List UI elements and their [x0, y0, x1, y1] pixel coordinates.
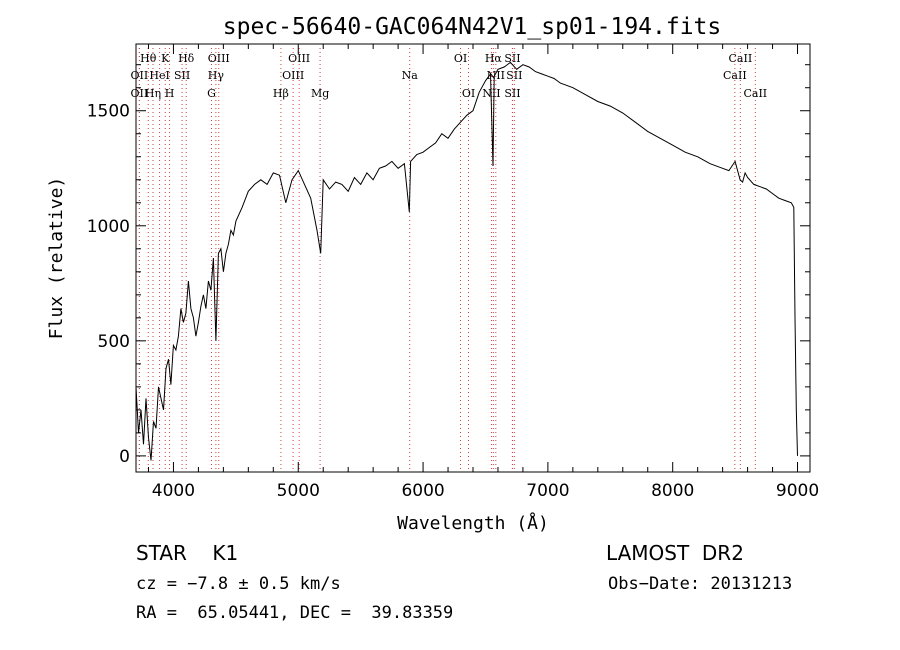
line-label-6: OII [131, 87, 149, 100]
survey-name: LAMOST DR2 [606, 541, 744, 565]
line-label-22: SII [506, 69, 522, 82]
line-label-9: OIII [208, 52, 230, 65]
line-label-18: OI [462, 87, 475, 100]
line-label-5: SII [174, 69, 190, 82]
chart-title: spec-56640-GAC064N42V1_sp01-194.fits [223, 14, 722, 40]
y-tick-label-1000: 1000 [87, 217, 130, 237]
y-tick-label-1500: 1500 [87, 102, 130, 122]
line-label-19: Hα [485, 52, 503, 65]
spectrum-line-0 [135, 61, 798, 461]
line-label-27: CaII [743, 87, 767, 100]
x-tick-label-4000: 4000 [152, 481, 195, 501]
line-label-24: SII [504, 87, 520, 100]
line-label-2: Hδ [178, 52, 195, 65]
line-label-11: G [207, 87, 216, 100]
line-label-16: Na [402, 69, 419, 82]
line-label-1: K [161, 52, 170, 65]
y-axis-label: Flux (relative) [46, 177, 67, 340]
x-tick-label-7000: 7000 [526, 481, 569, 501]
line-label-3: OII [131, 69, 149, 82]
x-tick-label-9000: 9000 [776, 481, 819, 501]
x-tick-label-5000: 5000 [277, 481, 320, 501]
line-label-26: CaII [723, 69, 747, 82]
line-label-13: OIII [282, 69, 304, 82]
line-label-10: Hγ [208, 69, 225, 82]
redshift-cz: cz = −7.8 ± 0.5 km/s [136, 574, 341, 594]
y-tick-label-0: 0 [119, 447, 130, 467]
x-tick-label-8000: 8000 [651, 481, 694, 501]
plot-frame [135, 43, 811, 473]
axes: 4000 5000 6000 7000 8000 9000 0 500 1000 1500 [87, 44, 819, 501]
y-tick-label-500: 500 [98, 332, 130, 352]
ra-dec: RA = 65.05441, DEC = 39.83359 [136, 603, 454, 623]
spectrum-series [135, 61, 798, 461]
line-label-17: OI [454, 52, 467, 65]
line-label-14: Hβ [273, 87, 289, 100]
line-label-0: Hθ [140, 52, 157, 65]
line-label-8: H [165, 87, 175, 100]
line-label-12: OIII [288, 52, 310, 65]
line-label-20: SII [504, 52, 520, 65]
line-label-25: CaII [729, 52, 753, 65]
object-class: STAR K1 [136, 541, 239, 565]
line-label-15: Mg [311, 87, 329, 100]
line-label-7: Hη [145, 87, 161, 100]
x-axis-label: Wavelength (Å) [397, 512, 549, 534]
obs-date: Obs−Date: 20131213 [608, 574, 793, 594]
line-label-4: HeI [149, 69, 169, 82]
x-tick-label-6000: 6000 [401, 481, 444, 501]
